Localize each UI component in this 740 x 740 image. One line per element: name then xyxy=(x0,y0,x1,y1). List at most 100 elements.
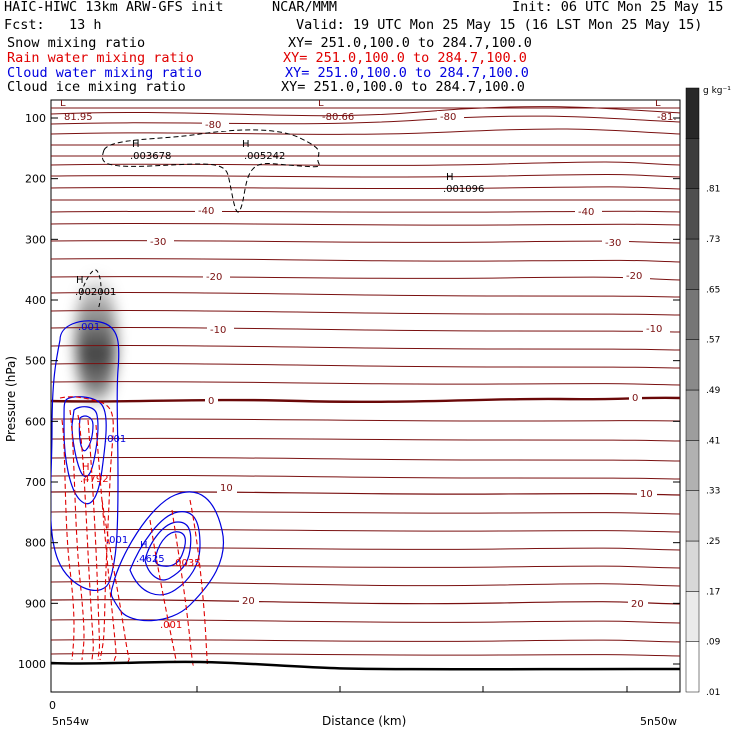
colorbar-label: .17 xyxy=(706,587,720,597)
colorbar-label: .33 xyxy=(706,487,720,497)
colorbar-label: .09 xyxy=(706,638,721,648)
colorbar-label: .73 xyxy=(706,235,720,245)
extremum-marker: L xyxy=(318,98,324,109)
temperature-labels: -80 -80 -40 -40 -30 -30 -20 -20 -10 -10 0 0 10 10 20 20 xyxy=(147,111,670,610)
cloud-water-label: .001 xyxy=(160,620,182,631)
field-name-rain: Rain water mixing ratio xyxy=(7,50,194,66)
y-tick-label: 500 xyxy=(25,355,46,368)
snow-shading xyxy=(76,272,116,408)
colorbar-label: .01 xyxy=(706,688,720,698)
extremum-value: .002001 xyxy=(75,287,116,298)
extremum-marker: H xyxy=(446,172,454,183)
colorbar-label: .81 xyxy=(706,185,720,195)
extrema-labels: L81.95L-80.66L-81.H.003678H.005242H.0010… xyxy=(60,98,677,565)
extremum-marker: H xyxy=(242,139,250,150)
isotherm-label: 20 xyxy=(242,596,255,607)
isotherm-label: 0 xyxy=(208,396,214,407)
field-xy-snow: XY= 251.0,100.0 to 284.7,100.0 xyxy=(288,35,532,51)
isotherm-label: -30 xyxy=(150,237,166,248)
colorbar-bin xyxy=(685,289,700,340)
isotherm-label: -10 xyxy=(210,325,226,336)
isotherm-20 xyxy=(51,599,680,605)
colorbar-bin xyxy=(685,87,700,139)
field-xy-cloud-water: XY= 251.0,100.0 to 284.7,100.0 xyxy=(285,65,529,81)
colorbar-label: .65 xyxy=(706,285,720,295)
isotherm-label: -80 xyxy=(440,112,456,123)
colorbar-bin xyxy=(685,641,700,693)
y-tick-label: 600 xyxy=(25,415,46,428)
y-tick-label: 100 xyxy=(25,112,46,125)
extremum-value: .001096 xyxy=(443,184,484,195)
colorbar-bin xyxy=(685,238,700,290)
isotherm-label: -10 xyxy=(646,324,662,335)
init-time: Init: 06 UTC Mon 25 May 15 xyxy=(512,0,724,15)
plot-frame xyxy=(50,99,681,693)
colorbar-bin xyxy=(685,138,700,189)
y-tick-label: 800 xyxy=(25,537,46,550)
cloud-water-contours xyxy=(51,320,224,622)
isotherm-label: -80 xyxy=(205,120,221,131)
isotherm-10 xyxy=(51,490,680,496)
rain-water-label: .0035 xyxy=(172,558,201,569)
cloud-water-label: .001 xyxy=(104,434,126,445)
field-name-cloud-ice: Cloud ice mixing ratio xyxy=(7,79,186,95)
cloud-ice-contour xyxy=(101,129,320,213)
colorbar-label: .49 xyxy=(706,386,721,396)
temperature-contours xyxy=(51,106,680,657)
colorbar-label: .25 xyxy=(706,537,720,547)
cloud-water-label: .001 xyxy=(78,322,100,333)
forecast-hour: Fcst: 13 h xyxy=(4,17,102,33)
y-tick-label: 300 xyxy=(25,233,46,246)
x-right-endpoint: 5n50w xyxy=(640,715,677,728)
extremum-value: .003678 xyxy=(130,151,171,162)
y-tick-label: 400 xyxy=(25,294,46,307)
y-axis-label: Pressure (hPa) xyxy=(4,356,18,442)
isotherm-label: -30 xyxy=(605,238,621,249)
isotherm-label: 10 xyxy=(220,483,233,494)
y-tick-label: 1000 xyxy=(18,658,46,671)
extremum-value: 81.95 xyxy=(64,112,93,123)
x-axis-ticks xyxy=(50,684,628,692)
valid-time: Valid: 19 UTC Mon 25 May 15 (16 LST Mon … xyxy=(296,17,703,33)
field-name-cloud-water: Cloud water mixing ratio xyxy=(7,65,203,81)
extremum-value: .4625 xyxy=(136,554,165,565)
model-title: HAIC-HIWC 13km ARW-GFS init xyxy=(4,0,224,15)
extremum-value: -81. xyxy=(657,112,677,123)
colorbar-bin xyxy=(685,440,700,491)
x-left-endpoint: 5n54w xyxy=(52,715,89,728)
isotherm-label: 0 xyxy=(632,393,638,404)
field-xy-rain: XY= 251.0,100.0 to 284.7,100.0 xyxy=(283,50,527,66)
extremum-marker: H xyxy=(132,139,140,150)
cloud-ice-contour-2 xyxy=(79,269,102,311)
x-axis-label: Distance (km) xyxy=(322,714,406,728)
extremum-marker: L xyxy=(60,98,66,109)
colorbar-label: .41 xyxy=(706,436,720,446)
colorbar-bin xyxy=(685,540,700,592)
colorbar-bin xyxy=(685,339,700,391)
isotherm-label: 10 xyxy=(640,489,653,500)
y-tick-label: 700 xyxy=(25,476,46,489)
isotherm-0 xyxy=(51,396,680,404)
colorbar-bin xyxy=(685,188,700,240)
extremum-marker: H xyxy=(140,540,148,551)
isotherm-label: -40 xyxy=(198,206,214,217)
colorbar-bin xyxy=(685,490,700,542)
extremum-value: .005242 xyxy=(244,151,285,162)
contour-value-labels: .001 .001 .001 .001 .0035 xyxy=(78,322,201,631)
isotherm-label: -20 xyxy=(206,272,222,283)
ground-line xyxy=(51,660,680,671)
colorbar-label: .57 xyxy=(706,336,720,346)
colorbar: .01 .09 .17 .25 .33 .41 .49 .57 .65 .73 .81 xyxy=(685,87,721,698)
extremum-marker: H xyxy=(82,462,90,473)
x-tick-label-0: 0 xyxy=(49,699,56,712)
field-name-snow: Snow mixing ratio xyxy=(7,35,146,51)
y-tick-label: 900 xyxy=(25,597,46,610)
cloud-water-label: .001 xyxy=(106,535,128,546)
isotherm-label: 20 xyxy=(631,599,644,610)
colorbar-unit: g kg⁻¹ xyxy=(703,86,731,96)
colorbar-bin xyxy=(685,591,700,642)
extremum-marker: L xyxy=(655,98,661,109)
isotherm-label: -20 xyxy=(626,271,642,282)
field-xy-cloud-ice: XY= 251.0,100.0 to 284.7,100.0 xyxy=(281,79,525,95)
